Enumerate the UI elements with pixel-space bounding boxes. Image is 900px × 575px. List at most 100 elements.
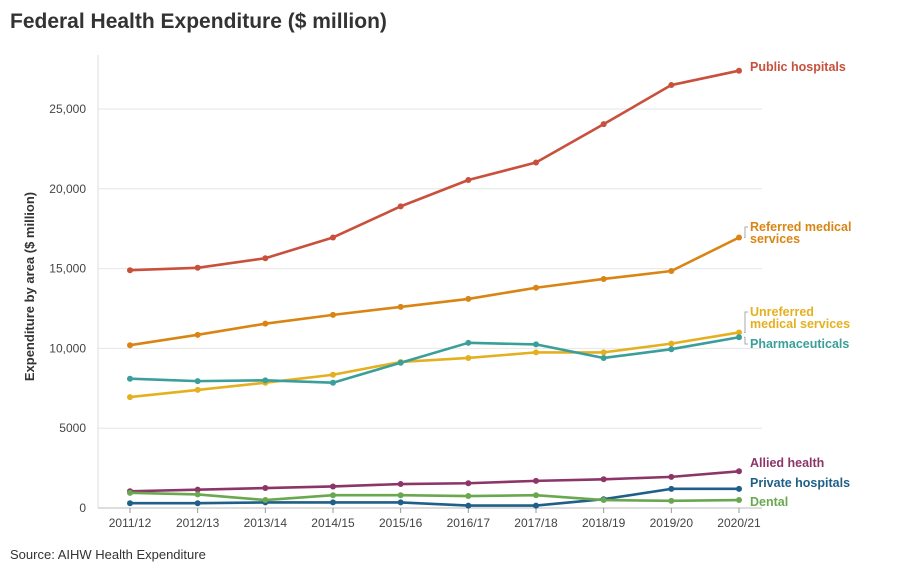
y-tick-label: 5000	[59, 421, 86, 435]
data-point	[600, 354, 607, 361]
series-label: Public hospitals	[750, 60, 846, 74]
label-leader	[744, 336, 748, 345]
y-tick-label: 0	[79, 501, 86, 515]
data-point	[397, 203, 404, 210]
series-label: Private hospitals	[750, 476, 850, 490]
series-line	[129, 69, 740, 272]
series-label: Referred medical	[750, 220, 851, 234]
data-point	[533, 349, 539, 356]
x-tick-label: 2018/19	[582, 516, 626, 530]
y-tick-label: 20,000	[49, 182, 86, 196]
data-point	[397, 359, 404, 366]
series-label: medical services	[750, 317, 850, 331]
data-point	[127, 342, 133, 349]
data-point	[533, 284, 539, 291]
data-point	[330, 483, 336, 490]
data-point	[262, 485, 269, 492]
data-point	[600, 497, 607, 504]
data-point	[194, 378, 201, 385]
data-point	[330, 492, 336, 499]
data-point	[465, 502, 472, 509]
data-point	[465, 339, 472, 346]
data-point	[194, 500, 201, 507]
data-point	[397, 499, 404, 506]
series-points	[127, 67, 742, 509]
data-point	[736, 485, 742, 492]
series-line	[129, 469, 740, 493]
data-point	[330, 311, 336, 318]
series-label: services	[750, 232, 800, 246]
series-line	[129, 335, 740, 385]
data-point	[600, 121, 607, 128]
x-tick-label: 2016/17	[447, 516, 491, 530]
data-point	[668, 82, 675, 89]
data-point	[127, 500, 133, 507]
series-label: Pharmaceuticals	[750, 337, 849, 351]
series-label: Dental	[750, 495, 788, 509]
data-point	[330, 499, 336, 506]
data-point	[465, 295, 472, 302]
chart-title: Federal Health Expenditure ($ million)	[10, 10, 387, 33]
series-line	[130, 487, 739, 507]
y-axis-label: Expenditure by area ($ million)	[22, 192, 37, 381]
series-labels: Public hospitals Referred medicalservices…	[744, 60, 851, 509]
data-point	[668, 473, 675, 480]
data-point	[330, 234, 336, 241]
data-point	[262, 255, 269, 262]
data-point	[262, 497, 269, 504]
x-tick-label: 2012/13	[176, 516, 220, 530]
data-point	[600, 349, 607, 356]
data-point	[194, 491, 201, 498]
data-point	[127, 375, 133, 382]
data-point	[668, 267, 675, 274]
data-point	[194, 386, 201, 393]
series-line	[129, 491, 740, 503]
series-label: Allied health	[750, 456, 824, 470]
y-tick-label: 15,000	[49, 262, 86, 276]
data-point	[397, 303, 404, 310]
grid-lines	[98, 108, 762, 509]
x-tick-label: 2011/12	[109, 516, 152, 530]
data-point	[194, 264, 201, 271]
x-tick-label: 2013/14	[244, 516, 288, 530]
data-point	[194, 486, 201, 493]
data-point	[465, 493, 472, 500]
data-point	[736, 334, 742, 341]
series-line	[129, 331, 740, 399]
data-point	[668, 340, 675, 347]
data-point	[668, 485, 675, 492]
data-point	[262, 377, 269, 384]
data-point	[127, 267, 133, 274]
series-lines	[129, 69, 740, 507]
data-point	[736, 468, 742, 475]
data-point	[533, 502, 539, 509]
data-point	[330, 371, 336, 378]
x-tick-label: 2017/18	[514, 516, 558, 530]
data-point	[533, 477, 539, 484]
axes: 0 5000 10,000 15,000 20,000 25,000 2011/12 2012…	[49, 55, 761, 530]
data-point	[736, 67, 742, 74]
y-tick-label: 10,000	[49, 341, 86, 355]
label-leader	[744, 311, 748, 333]
data-point	[668, 497, 675, 504]
series-label: Unreferred	[750, 305, 814, 319]
data-point	[127, 394, 133, 401]
data-point	[465, 177, 472, 184]
data-point	[194, 331, 201, 338]
data-point	[600, 476, 607, 483]
x-tick-label: 2014/15	[311, 516, 355, 530]
data-point	[397, 481, 404, 488]
data-point	[533, 492, 539, 499]
data-point	[600, 275, 607, 282]
data-point	[262, 320, 269, 327]
data-point	[533, 159, 539, 166]
data-point	[736, 497, 742, 504]
x-tick-label: 2020/21	[717, 516, 761, 530]
y-tick-label: 25,000	[49, 102, 86, 116]
data-point	[533, 341, 539, 348]
series-line	[129, 236, 740, 347]
x-tick-label: 2019/20	[650, 516, 694, 530]
source-note: Source: AIHW Health Expenditure	[10, 547, 206, 562]
label-leader	[744, 226, 748, 238]
